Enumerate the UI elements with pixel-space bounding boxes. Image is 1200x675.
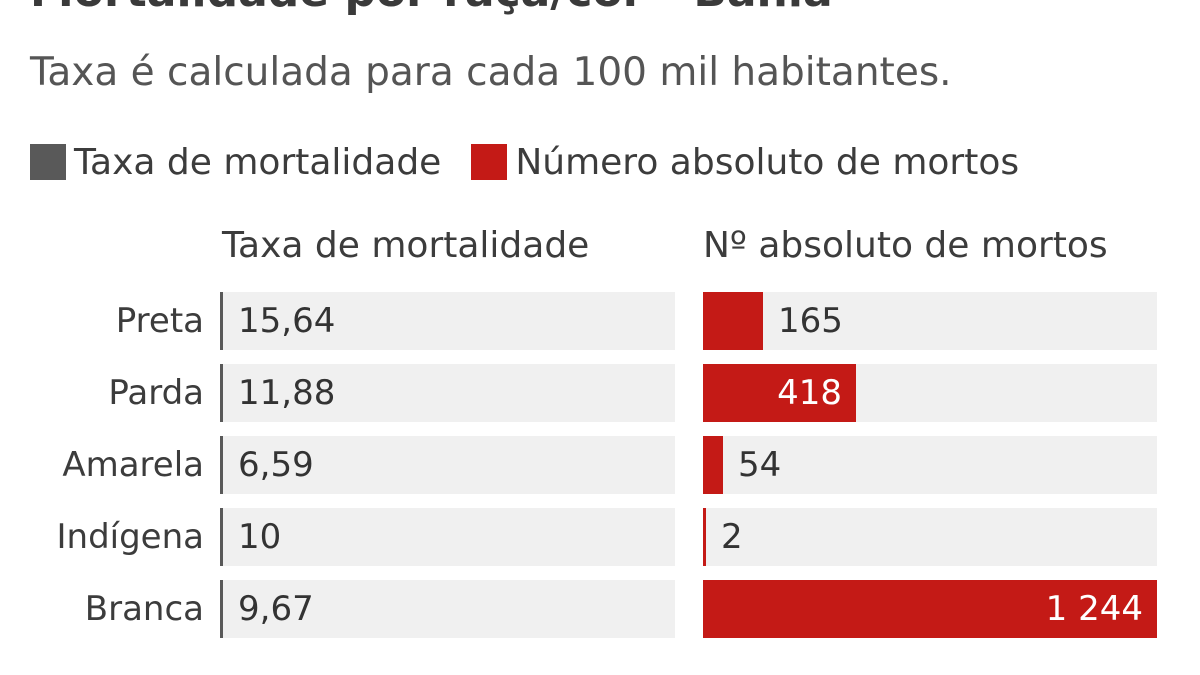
absolute-bar bbox=[703, 436, 723, 494]
page-title-cut: Mortalidade por raça/cor - Bahia bbox=[30, 0, 833, 17]
legend-item-absolute: Número absoluto de mortos bbox=[471, 142, 1019, 183]
rate-value-label: 6,59 bbox=[238, 445, 314, 485]
absolute-value-label: 1 244 bbox=[1045, 589, 1143, 629]
absolute-bar bbox=[703, 364, 856, 422]
category-label-amarela: Amarela bbox=[62, 445, 204, 485]
rate-row-background bbox=[220, 364, 675, 422]
rate-value-label: 11,88 bbox=[238, 373, 336, 413]
legend: Taxa de mortalidade Número absoluto de m… bbox=[30, 139, 1049, 185]
absolute-row-background bbox=[703, 436, 1157, 494]
rate-row-background bbox=[220, 292, 675, 350]
category-label-parda: Parda bbox=[108, 373, 204, 413]
absolute-value-label: 165 bbox=[778, 301, 843, 341]
rate-bar bbox=[220, 364, 223, 422]
rate-row-background bbox=[220, 580, 675, 638]
rate-bar bbox=[220, 508, 223, 566]
absolute-value-label: 2 bbox=[721, 517, 743, 557]
rate-value-label: 9,67 bbox=[238, 589, 314, 629]
absolute-bar bbox=[703, 292, 763, 350]
rate-bar bbox=[220, 436, 223, 494]
category-label-branca: Branca bbox=[84, 589, 204, 629]
rate-bar bbox=[220, 580, 223, 638]
legend-swatch-rate bbox=[30, 144, 66, 180]
absolute-bar bbox=[703, 580, 1157, 638]
column-header-rate: Taxa de mortalidade bbox=[222, 225, 590, 266]
rate-row-background bbox=[220, 508, 675, 566]
legend-label-rate: Taxa de mortalidade bbox=[74, 141, 442, 183]
rate-value-label: 15,64 bbox=[238, 301, 336, 341]
legend-item-rate: Taxa de mortalidade bbox=[30, 142, 441, 183]
rate-bar bbox=[220, 292, 223, 350]
absolute-value-label: 418 bbox=[777, 373, 842, 413]
category-label-indigena: Indígena bbox=[56, 517, 205, 557]
absolute-row-background bbox=[703, 508, 1157, 566]
absolute-bar bbox=[703, 508, 706, 566]
chart-subtitle: Taxa é calculada para cada 100 mil habit… bbox=[30, 50, 952, 95]
rate-row-background bbox=[220, 436, 675, 494]
rate-value-label: 10 bbox=[238, 517, 282, 557]
absolute-value-label: 54 bbox=[738, 445, 782, 485]
legend-swatch-absolute bbox=[471, 144, 508, 180]
absolute-row-background bbox=[703, 292, 1157, 350]
column-header-absolute: Nº absoluto de mortos bbox=[703, 225, 1108, 266]
category-label-preta: Preta bbox=[115, 301, 204, 341]
legend-label-absolute: Número absoluto de mortos bbox=[515, 141, 1020, 183]
